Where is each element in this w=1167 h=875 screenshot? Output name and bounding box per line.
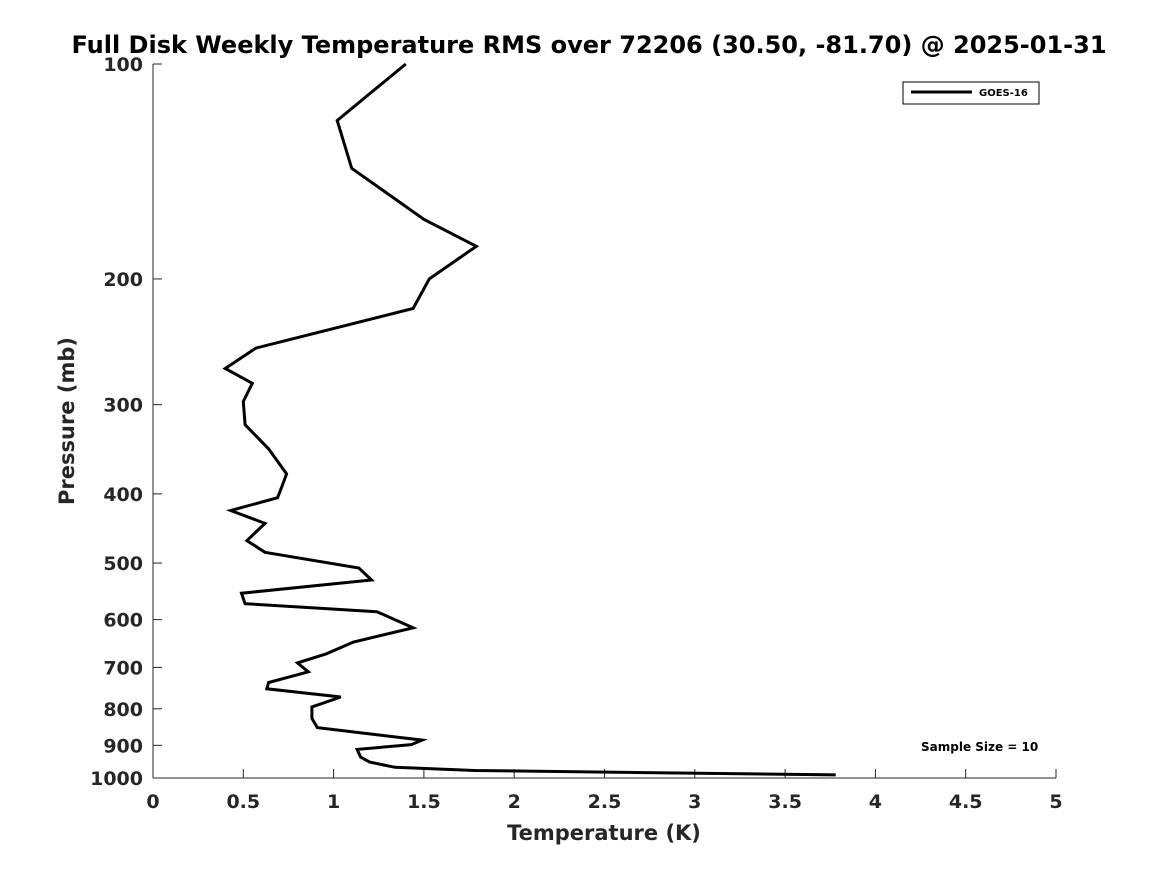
x-tick-label: 3.5 (768, 791, 802, 813)
y-tick-label: 200 (103, 269, 143, 291)
x-tick-label: 4 (869, 791, 882, 813)
series-group (222, 62, 836, 777)
x-tick-label: 3 (688, 791, 701, 813)
tick-group: 0 0.5 1 1.5 2 2.5 3 3.5 4 4.5 5 100 200 300 400 500 600 7… (90, 54, 1063, 813)
y-tick-label: 500 (103, 553, 143, 575)
x-tick-label: 0 (146, 791, 159, 813)
legend: GOES-16 (902, 81, 1040, 105)
y-tick-label: 400 (103, 484, 143, 506)
y-tick-label: 800 (103, 699, 143, 721)
y-tick-label: 600 (103, 610, 143, 632)
y-tick-label: 100 (103, 54, 143, 76)
x-tick-label: 2 (508, 791, 521, 813)
series-line-goes-16 (222, 62, 836, 777)
y-tick-label: 900 (103, 735, 143, 757)
legend-label-goes-16: GOES-16 (979, 88, 1028, 99)
x-axis-label: Temperature (K) (507, 821, 701, 845)
y-tick-label: 300 (103, 395, 143, 417)
x-tick-label: 1.5 (407, 791, 441, 813)
y-axis-label: Pressure (mb) (55, 337, 79, 505)
y-tick-label: 1000 (90, 768, 143, 790)
chart-title: Full Disk Weekly Temperature RMS over 72… (71, 31, 1106, 59)
x-tick-label: 2.5 (588, 791, 622, 813)
x-tick-label: 5 (1049, 791, 1062, 813)
sample-size-annotation: Sample Size = 10 (921, 740, 1038, 754)
y-tick-label: 700 (103, 657, 143, 679)
x-tick-label: 4.5 (949, 791, 983, 813)
x-tick-label: 1 (327, 791, 340, 813)
x-tick-label: 0.5 (226, 791, 260, 813)
